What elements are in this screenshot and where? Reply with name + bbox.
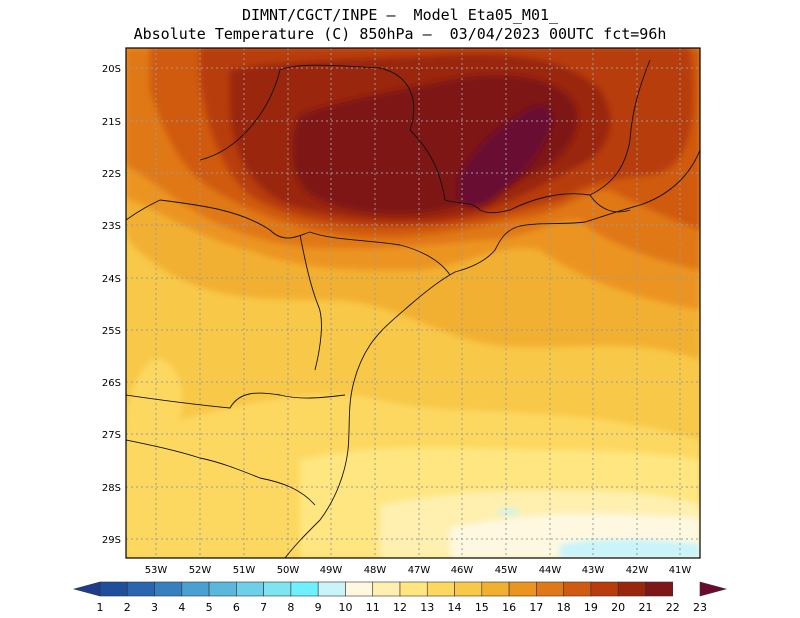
colorbar-swatch [263,581,292,597]
lat-label-29s: 29S [102,535,121,546]
border-ms-py [299,234,322,371]
lat-label-28s: 28S [102,483,121,494]
colorbar-swatch [399,581,428,597]
field-band-23 [458,105,552,207]
plot-frame [125,47,701,559]
colorbar-swatch [208,581,237,597]
colorbar-swatch [508,581,537,597]
colorbar-label: 10 [338,601,352,614]
colorbar-label: 17 [529,601,543,614]
colorbar-label: 9 [315,601,322,614]
map-title-line2: Absolute Temperature (C) 850hPa – 03/04/… [133,25,667,43]
colorbar-label: 1 [97,601,104,614]
colorbar-label: 7 [260,601,267,614]
colorbar-swatch [290,581,319,597]
lon-label-47w: 47W [408,565,431,576]
colorbar-swatch [454,581,483,597]
border-sp-pr [159,199,451,276]
colorbar-label: 23 [693,601,707,614]
border-pr-sc [126,392,346,409]
colorbar-swatch [372,581,401,597]
colorbar-swatch [99,581,128,597]
colorbar-label: 16 [502,601,516,614]
field-band-14-west [126,358,183,540]
graticule [126,48,700,558]
colorbar-swatch [426,581,455,597]
colorbar-label: 18 [557,601,571,614]
coastline [284,149,700,558]
lat-label-24s: 24S [102,274,121,285]
lon-label-43w: 43W [582,565,605,576]
colorbar-swatch [563,581,592,597]
coastline-borders [126,59,700,558]
colorbar-swatch [126,581,155,597]
lon-label-44w: 44W [539,565,562,576]
colorbar-swatch [645,581,674,597]
map-title-line1: DIMNT/CGCT/INPE – Model Eta05_M01_ [241,6,559,24]
colorbar-label: 6 [233,601,240,614]
colorbar-swatch [236,581,264,597]
lat-label-27s: 27S [102,430,121,441]
colorbar-swatch [181,581,210,597]
colorbar-swatch [481,581,510,597]
lon-label-50w: 50W [277,565,300,576]
colorbar-label: 2 [124,601,131,614]
lon-label-49w: 49W [320,565,343,576]
colorbar-label: 11 [366,601,380,614]
colorbar-swatch [72,581,101,597]
lon-label-45w: 45W [495,565,518,576]
colorbar-swatch [154,581,183,597]
field-band-10-south [495,509,700,558]
colorbar-label: 19 [584,601,598,614]
colorbar-label: 14 [448,601,462,614]
lat-label-22s: 22S [102,169,121,180]
border-sc-rs [126,439,316,506]
colorbar-swatch [617,581,646,597]
lat-label-21s: 21S [102,117,121,128]
lat-label-25s: 25S [102,326,121,337]
lat-label-23s: 23S [102,221,121,232]
lon-label-52w: 52W [189,565,212,576]
colorbar-label: 15 [475,601,489,614]
lon-label-48w: 48W [364,565,387,576]
colorbar-swatch [345,581,374,597]
lat-label-20s: 20S [102,64,121,75]
lon-label-42w: 42W [626,565,649,576]
lon-label-41w: 41W [669,565,692,576]
colorbar-label: 13 [420,601,434,614]
lat-label-26s: 26S [102,378,121,389]
border-sp-mg [199,64,591,214]
colorbar-label: 22 [666,601,680,614]
border-pr-ms [126,199,161,221]
border-mg-es-rj [589,59,651,213]
lon-label-46w: 46W [451,565,474,576]
colorbar-swatch [317,581,346,597]
colorbar-swatch [536,581,564,597]
colorbar-label: 5 [206,601,213,614]
colorbar-label: 4 [178,601,185,614]
temperature-field [126,48,700,558]
lon-label-51w: 51W [233,565,256,576]
colorbar-label: 3 [151,601,158,614]
colorbar-label: 20 [611,601,625,614]
colorbar-label: 12 [393,601,407,614]
colorbar-label: 8 [287,601,294,614]
colorbar-label: 21 [638,601,652,614]
colorbar-swatch [590,581,619,597]
colorbar: 1 2 3 4 5 6 7 8 9 10 11 12 13 14 15 16 17 18 19 20 21 22 23 [72,581,728,614]
colorbar-swatch [699,581,728,597]
lon-label-53w: 53W [145,565,168,576]
